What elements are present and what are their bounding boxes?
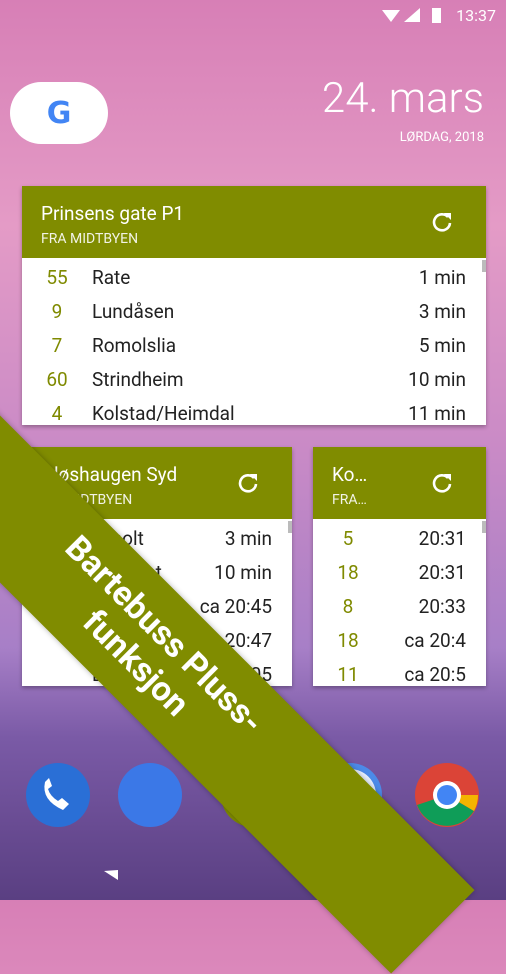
destination: Romolslia	[92, 334, 177, 357]
departure-row: 18 ca 20:4	[313, 623, 486, 657]
departure-time: 20:31	[418, 561, 466, 584]
route-number: 55	[46, 266, 68, 289]
departure-time: 5 min	[418, 334, 466, 357]
departure-time: ca 20:45	[199, 595, 272, 618]
widget-subtitle: FRA MIDTBYEN	[41, 231, 139, 247]
refresh-button[interactable]	[236, 471, 260, 495]
departure-time: 20:31	[418, 527, 466, 550]
route-number: 60	[46, 368, 68, 391]
departure-time: 3 min	[224, 527, 272, 550]
svg-text:G: G	[47, 96, 72, 131]
back-button[interactable]	[104, 870, 118, 880]
departure-time: ca 20:5	[404, 663, 466, 686]
departure-time: ca 20:4	[404, 629, 466, 652]
scrollbar	[482, 260, 486, 272]
route-number: 18	[337, 561, 359, 584]
departure-row: 11 ca 20:5	[313, 657, 486, 686]
scrollbar	[288, 521, 292, 533]
departure-time: 10 min	[214, 561, 272, 584]
destination: Rate	[92, 266, 131, 289]
destination: Strindheim	[92, 368, 184, 391]
route-number: 4	[51, 402, 63, 425]
phone-app[interactable]	[26, 763, 90, 827]
widget-subtitle: FRA…	[332, 492, 367, 508]
departure-time: 11 min	[408, 402, 466, 425]
widget-title: Prinsens gate P1	[41, 202, 185, 225]
refresh-button[interactable]	[430, 471, 454, 495]
departure-row: 5 20:31	[313, 521, 486, 555]
widget-title: Ko…	[332, 463, 368, 486]
widget-header: Ko… FRA…	[313, 447, 486, 519]
status-time: 13:37	[456, 6, 496, 25]
departure-time: 20:33	[418, 595, 466, 618]
google-search[interactable]: G	[10, 82, 108, 144]
departure-row: 8 20:33	[313, 589, 486, 623]
departure-row: 55 Rate 1 min	[22, 260, 486, 294]
departure-row: 18 20:31	[313, 555, 486, 589]
route-number: 8	[342, 595, 354, 618]
destination: Kolstad/Heimdal	[92, 402, 235, 425]
app[interactable]	[118, 763, 182, 827]
status-icons	[382, 8, 441, 23]
google-logo: G	[47, 96, 72, 131]
departure-row: 9 Lundåsen 3 min	[22, 294, 486, 328]
widget-title: Gløshaugen Syd	[41, 463, 178, 486]
route-number: 5	[342, 527, 354, 550]
departure-widget: Prinsens gate P1 FRA MIDTBYEN 55 Rate 1 min 9…	[22, 186, 486, 425]
departure-row: 60 Strindheim 10 min	[22, 362, 486, 396]
departure-row: 4 Kolstad/Heimdal 11 min	[22, 396, 486, 425]
departure-widget: Ko… FRA… 5 20:31 18 20:31 8 20:33 18 ca 20:4 11 ca …	[313, 447, 486, 686]
destination: Lundåsen	[92, 300, 175, 323]
widget-header: Prinsens gate P1 FRA MIDTBYEN	[22, 186, 486, 258]
route-number: 7	[51, 334, 63, 357]
scrollbar	[482, 521, 486, 533]
departure-time: 3 min	[418, 300, 466, 323]
route-number: 11	[337, 663, 359, 686]
date-weekday: LØRDAG, 2018	[399, 130, 484, 145]
departure-time: 1 min	[418, 266, 466, 289]
departure-row: 7 Romolslia 5 min	[22, 328, 486, 362]
route-number: 9	[51, 300, 63, 323]
departure-time: 10 min	[408, 368, 466, 391]
refresh-button[interactable]	[430, 210, 454, 234]
date-day: 24. mars	[321, 74, 484, 123]
route-number: 18	[337, 629, 359, 652]
